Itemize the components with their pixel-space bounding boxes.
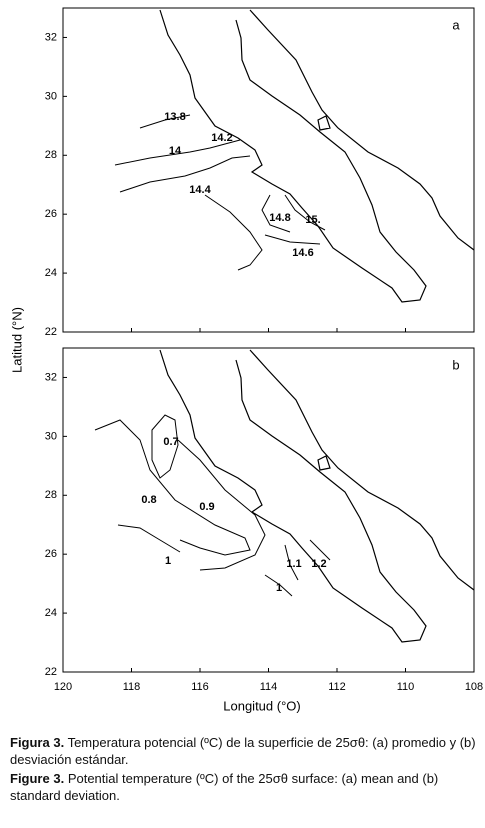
x-tick-label: 112 [328,681,346,693]
x-tick-label: 120 [54,681,72,693]
contours [114,114,326,271]
contour-label: 13.8 [164,111,185,123]
y-tick-label: 26 [45,208,57,220]
plot-frame [62,347,475,673]
y-tick-label: 32 [45,31,57,43]
contour-label: 1 [165,555,171,567]
y-tick-label: 28 [45,149,57,161]
caption-lead: Figura 3. [10,735,65,750]
map-panel: a 22 24 26 28 30 32 13.8 14 14.2 14.4 14.8 15. 14.6 [45,7,475,338]
contour-line [139,114,191,129]
y-tick-label: 22 [45,326,57,338]
y-tick-label: 24 [45,267,57,279]
contour-line [204,194,263,271]
caption-text: Temperatura potencial (ºC) de la superfi… [10,735,476,767]
contour-line [151,414,179,479]
y-tick-label: 28 [45,489,57,501]
contour-line [117,524,181,553]
contour-label: 14.2 [211,132,232,144]
panel-label: b [452,357,459,372]
y-tick-label: 30 [45,430,57,442]
x-tick-label: 108 [465,681,483,693]
x-axis-label: Longitud (°O) [223,698,300,713]
contour-label: 14.4 [189,184,211,196]
y-axis-label: Latitud (°N) [9,307,24,373]
x-tick-label: 110 [397,681,415,693]
coastline [159,9,475,303]
contour-line [119,155,251,193]
contour-label: 1 [276,582,282,594]
contour-label: 14.8 [269,212,290,224]
contour-line [177,439,266,571]
contour-line [284,194,326,231]
y-tick-label: 26 [45,548,57,560]
caption-en: Figure 3. Potential temperature (ºC) of … [10,770,478,804]
contour-line [264,574,293,597]
caption-text: Potential temperature (ºC) of the 25σθ s… [10,771,439,803]
contour-line [261,194,291,233]
contour-line [114,139,241,166]
contours [94,414,331,597]
y-tick-label: 22 [45,666,57,678]
caption-es: Figura 3. Temperatura potencial (ºC) de … [10,734,478,768]
caption: Figura 3. Temperatura potencial (ºC) de … [10,734,478,806]
plot-frame [62,7,475,333]
contour-label: 1.2 [311,558,326,570]
contour-label: 15. [305,214,320,226]
y-tick-label: 32 [45,371,57,383]
contour-label: 0.9 [199,501,214,513]
contour-label: 0.7 [163,436,178,448]
contour-label: 1.1 [286,558,301,570]
map-panel: b 22 24 26 28 30 32 120 118 116 114 112 110 108 0.7 0.8… [45,347,483,693]
y-tick-label: 30 [45,90,57,102]
x-tick-label: 114 [260,681,278,693]
contour-line [284,544,299,581]
contour-label: 0.8 [141,494,156,506]
x-tick-label: 116 [191,681,209,693]
contour-line [264,234,321,245]
contour-label: 14 [169,145,182,157]
contour-line [309,539,331,561]
caption-lead: Figure 3. [10,771,65,786]
coastline [159,349,475,643]
y-tick-label: 24 [45,607,57,619]
panel-label: a [452,17,460,32]
figure: a 22 24 26 28 30 32 13.8 14 14.2 14.4 14.8 15. 14.6 b 2… [9,7,483,713]
contour-label: 14.6 [292,247,313,259]
x-tick-label: 118 [123,681,141,693]
contour-line [94,419,251,556]
